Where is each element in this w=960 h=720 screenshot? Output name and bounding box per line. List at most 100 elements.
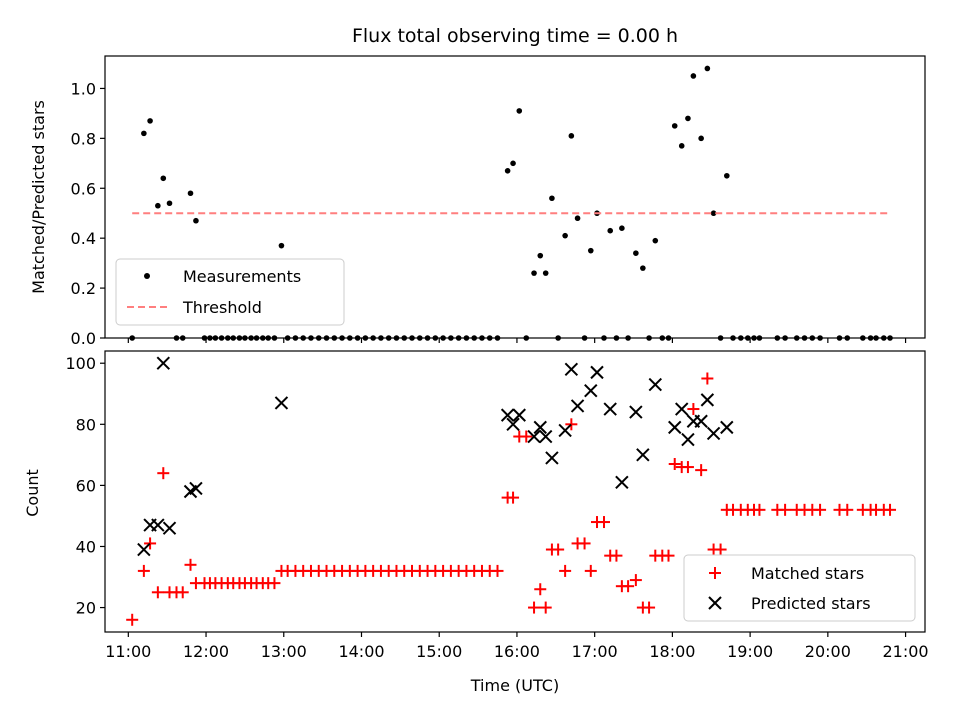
predicted-stars-point-b: [506, 417, 520, 432]
predicted-stars-point: [603, 402, 617, 416]
measurements-point: [685, 115, 691, 122]
matched-stars-point: [668, 458, 681, 471]
predicted-stars-point: [648, 377, 663, 392]
ratio-legend: Measurements Threshold: [115, 258, 345, 326]
predicted-stars-point: [706, 426, 721, 441]
matched-stars-point: [610, 549, 623, 562]
matched-stars-point: [695, 464, 708, 477]
predicted-stars-point-b: [584, 383, 598, 398]
predicted-stars-point-b: [564, 362, 579, 377]
measurements-point: [141, 130, 147, 137]
matched-stars-point: [643, 601, 656, 614]
measurements-point: [619, 225, 625, 231]
predicted-stars-point: [584, 383, 598, 398]
legend-matched-marker: [709, 567, 721, 579]
predicted-stars-point-b: [137, 542, 151, 557]
count-legend-box: [683, 554, 916, 622]
count-marks: [126, 356, 897, 626]
predicted-stars-point-b: [545, 451, 559, 465]
measurements-point: [710, 210, 717, 217]
count-y-tick-label: 80: [76, 415, 96, 434]
predicted-stars-point: [681, 432, 695, 447]
x-tick-label: 13:00: [261, 642, 307, 661]
x-tick-label: 11:00: [105, 642, 151, 661]
predicted-stars-point-b: [648, 377, 663, 392]
legend-predicted-marker: [708, 596, 722, 610]
matched-stars-point: [597, 516, 610, 529]
predicted-stars-point: [137, 542, 151, 557]
measurements-point: [510, 160, 516, 167]
predicted-stars-point: [545, 451, 559, 465]
x-axis-title: Time (UTC): [470, 676, 559, 695]
ratio-legend-box: [115, 258, 345, 326]
matched-stars-point: [507, 491, 520, 504]
matched-stars-point: [151, 586, 164, 599]
measurements-point: [160, 175, 167, 182]
matched-stars-point: [884, 503, 897, 516]
matched-stars-point: [681, 461, 694, 474]
count-x-axis: 11:00 12:00 13:00 14:00 15:00 16:00 17:00 18:00…: [105, 632, 929, 661]
matched-stars-point: [552, 543, 565, 556]
ratio-panel-frame: [104, 55, 926, 339]
matched-stars-point: [137, 564, 150, 577]
count-y-axis: 20 40 60 80 100: [65, 354, 105, 618]
x-tick-label: 12:00: [183, 642, 229, 661]
measurements-point: [640, 265, 646, 271]
predicted-stars-point: [500, 408, 515, 422]
matched-stars-point: [268, 577, 281, 590]
predicted-stars-point: [274, 396, 289, 410]
matched-stars-point: [714, 543, 727, 556]
matched-stars-point: [584, 564, 597, 577]
predicted-stars-point-b: [189, 481, 203, 496]
matched-stars-point: [578, 537, 591, 550]
measurements-point: [607, 227, 614, 234]
matched-stars-point: [814, 503, 827, 516]
legend-matched-label: Matched stars: [751, 564, 864, 583]
matched-stars-point: [687, 403, 700, 416]
matched-stars-point: [144, 537, 157, 550]
ratio-y-tick-label: 0.0: [71, 329, 96, 348]
predicted-stars-point-b: [512, 408, 526, 422]
matched-stars-point: [539, 601, 552, 614]
measurements-point: [568, 133, 575, 139]
predicted-stars-point-b: [694, 414, 708, 428]
chart-title: Flux total observing time = 0.00 h: [352, 25, 678, 47]
measurements-point: [187, 190, 194, 197]
measurements-point: [671, 123, 678, 129]
matched-stars-point: [491, 564, 504, 577]
ratio-marks: [129, 65, 893, 341]
matched-stars-point: [565, 418, 578, 431]
predicted-stars-point: [570, 399, 585, 413]
measurements-point: [562, 232, 568, 239]
ratio-y-tick-label: 0.4: [71, 229, 96, 248]
x-tick-label: 20:00: [805, 642, 851, 661]
matched-stars-point: [528, 601, 541, 614]
predicted-stars-point: [636, 448, 650, 462]
legend-measurements-label: Measurements: [183, 267, 301, 286]
predicted-stars-point-b: [603, 402, 617, 416]
matched-stars-point: [559, 564, 572, 577]
legend-measurements-marker: [144, 273, 150, 279]
matched-stars-point: [622, 580, 635, 593]
count-y-tick-label: 60: [76, 476, 96, 495]
count-y-axis-title: Count: [23, 469, 42, 517]
predicted-stars-point: [700, 393, 715, 407]
measurements-point: [704, 65, 711, 72]
matched-stars-point: [701, 372, 714, 385]
measurements-point: [724, 172, 730, 179]
measurements-point: [166, 200, 173, 207]
count-panel-frame: [104, 350, 926, 633]
x-tick-label: 18:00: [649, 642, 695, 661]
predicted-stars-point-b: [570, 399, 585, 413]
measurements-point: [678, 143, 685, 149]
predicted-stars-point-b: [538, 429, 553, 444]
ratio-y-axis: 0.0 0.2 0.4 0.6 0.8 1.0: [71, 79, 105, 348]
measurements-point: [516, 108, 523, 114]
ratio-y-tick-label: 1.0: [71, 79, 96, 98]
predicted-stars-point-b: [706, 426, 721, 441]
x-tick-label: 16:00: [494, 642, 540, 661]
legend-predicted-label: Predicted stars: [751, 594, 871, 613]
ratio-panel: 0.0 0.2 0.4 0.6 0.8 1.0 Matched/Predicted sta…: [29, 55, 926, 348]
ratio-y-tick-label: 0.6: [71, 179, 96, 198]
